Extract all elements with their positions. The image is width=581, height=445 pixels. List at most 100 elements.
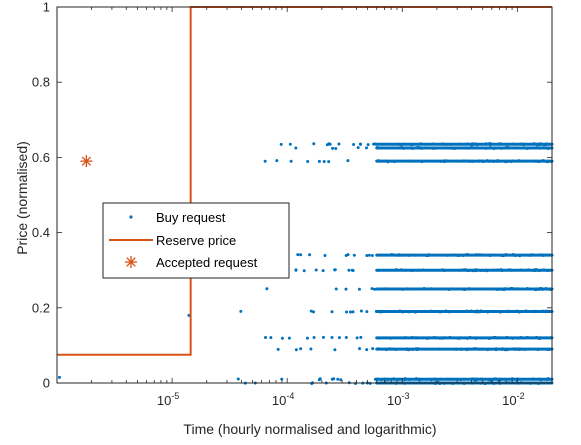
buy-request-point: [371, 347, 375, 351]
buy-request-point: [350, 268, 354, 272]
buy-request-point: [308, 253, 312, 257]
buy-request-point: [357, 287, 361, 291]
x-tick-label: 10-2: [502, 391, 524, 408]
buy-request-point: [334, 287, 338, 291]
buy-request-point: [367, 253, 371, 257]
buy-request-point: [323, 253, 327, 257]
buy-request-point: [280, 336, 284, 340]
buy-request-point: [352, 142, 356, 146]
buy-request-point: [264, 335, 268, 339]
buy-request-point: [312, 142, 316, 146]
buy-request-point: [358, 347, 362, 351]
buy-request-point: [346, 159, 350, 163]
y-tick-label: 0.8: [32, 75, 50, 90]
buy-request-point: [373, 287, 377, 291]
x-axis-ticks: 10-5 10-4 10-3 10-2: [56, 7, 553, 408]
buy-request-point: [275, 159, 279, 163]
legend-label: Reserve price: [156, 233, 236, 248]
legend: Buy request Reserve price Accepted request: [102, 202, 290, 279]
legend-label: Buy request: [156, 210, 226, 225]
buy-request-point: [269, 336, 273, 340]
buy-request-point: [339, 378, 343, 382]
buy-request-point: [296, 253, 300, 257]
buy-request-point: [337, 336, 341, 340]
y-axis-label: Price (normalised): [14, 141, 30, 255]
buy-request-point: [317, 378, 321, 382]
x-tick-label: 10-5: [157, 391, 179, 408]
buy-request-point: [337, 142, 341, 146]
buy-request-point: [236, 377, 240, 381]
asterisk-stroke: [126, 257, 136, 267]
buy-request-point: [344, 335, 348, 339]
buy-request-point: [187, 313, 191, 317]
buy-request-point: [365, 348, 369, 352]
x-tick-label: 10-4: [272, 391, 294, 408]
buy-request-point: [317, 159, 321, 163]
buy-request-point: [327, 160, 331, 164]
plot-background: [57, 7, 552, 383]
buy-request-point: [314, 268, 318, 272]
buy-request-point: [294, 268, 298, 272]
buy-request-point: [280, 377, 284, 381]
accepted-request-marker: [80, 155, 93, 168]
buy-request-point: [347, 268, 351, 272]
buy-request-point: [239, 309, 243, 313]
buy-request-point: [289, 159, 293, 163]
legend-label: Accepted request: [156, 255, 258, 270]
buy-request-point: [312, 310, 316, 314]
legend-accepted-request-symbol: [125, 256, 137, 268]
buy-request-point: [359, 309, 363, 313]
plot-area: [56, 6, 554, 386]
buy-request-point: [330, 310, 334, 314]
y-tick-label: 0.4: [32, 225, 50, 240]
buy-request-point: [333, 268, 337, 272]
buy-request-point: [294, 348, 298, 352]
buy-request-point: [263, 159, 267, 163]
buy-request-point: [321, 269, 325, 273]
y-tick-label: 0.6: [32, 150, 50, 165]
buy-request-point: [279, 142, 283, 146]
buy-request-point: [366, 143, 370, 147]
x-axis-label: Time (hourly normalised and logarithmic): [183, 421, 436, 437]
buy-request-point: [299, 347, 303, 351]
buy-request-point: [309, 347, 313, 351]
buy-request-point: [349, 310, 353, 314]
buy-request-point: [365, 310, 369, 314]
buy-request-point: [288, 142, 292, 146]
buy-request-point: [57, 375, 61, 379]
buy-request-point: [344, 287, 348, 291]
asterisk-stroke: [81, 156, 92, 166]
buy-request-point: [364, 146, 368, 150]
buy-request-point: [370, 253, 374, 257]
buy-request-point: [345, 310, 349, 314]
buy-request-point: [352, 253, 356, 257]
buy-request-point: [312, 336, 316, 340]
buy-request-point: [305, 336, 309, 340]
buy-request-point: [306, 159, 310, 163]
x-tick-label: 10-3: [387, 391, 409, 408]
buy-request-point: [332, 377, 336, 381]
buy-request-point: [346, 253, 350, 257]
buy-request-point: [336, 377, 340, 381]
buy-request-point: [355, 336, 359, 340]
y-tick-label: 0.2: [32, 300, 50, 315]
buy-request-point: [334, 147, 338, 151]
buy-request-point: [265, 287, 269, 291]
buy-request-point: [333, 348, 337, 352]
plot-border: [56, 6, 553, 384]
buy-request-point: [359, 335, 363, 339]
legend-buy-request-symbol: [129, 215, 133, 219]
buy-request-point: [370, 287, 374, 291]
buy-request-point: [294, 146, 298, 150]
buy-request-point: [299, 253, 303, 257]
buy-request-point: [330, 336, 334, 339]
y-tick-label: 1: [43, 0, 50, 15]
buy-request-point: [325, 143, 329, 147]
buy-request-point: [351, 310, 355, 314]
y-axis-ticks: 0 0.2 0.4 0.6 0.8 1: [32, 0, 552, 391]
buy-request-point: [331, 146, 335, 150]
buy-request-point: [359, 142, 363, 146]
buy-request-point: [356, 146, 360, 150]
buy-request-point: [276, 347, 280, 351]
